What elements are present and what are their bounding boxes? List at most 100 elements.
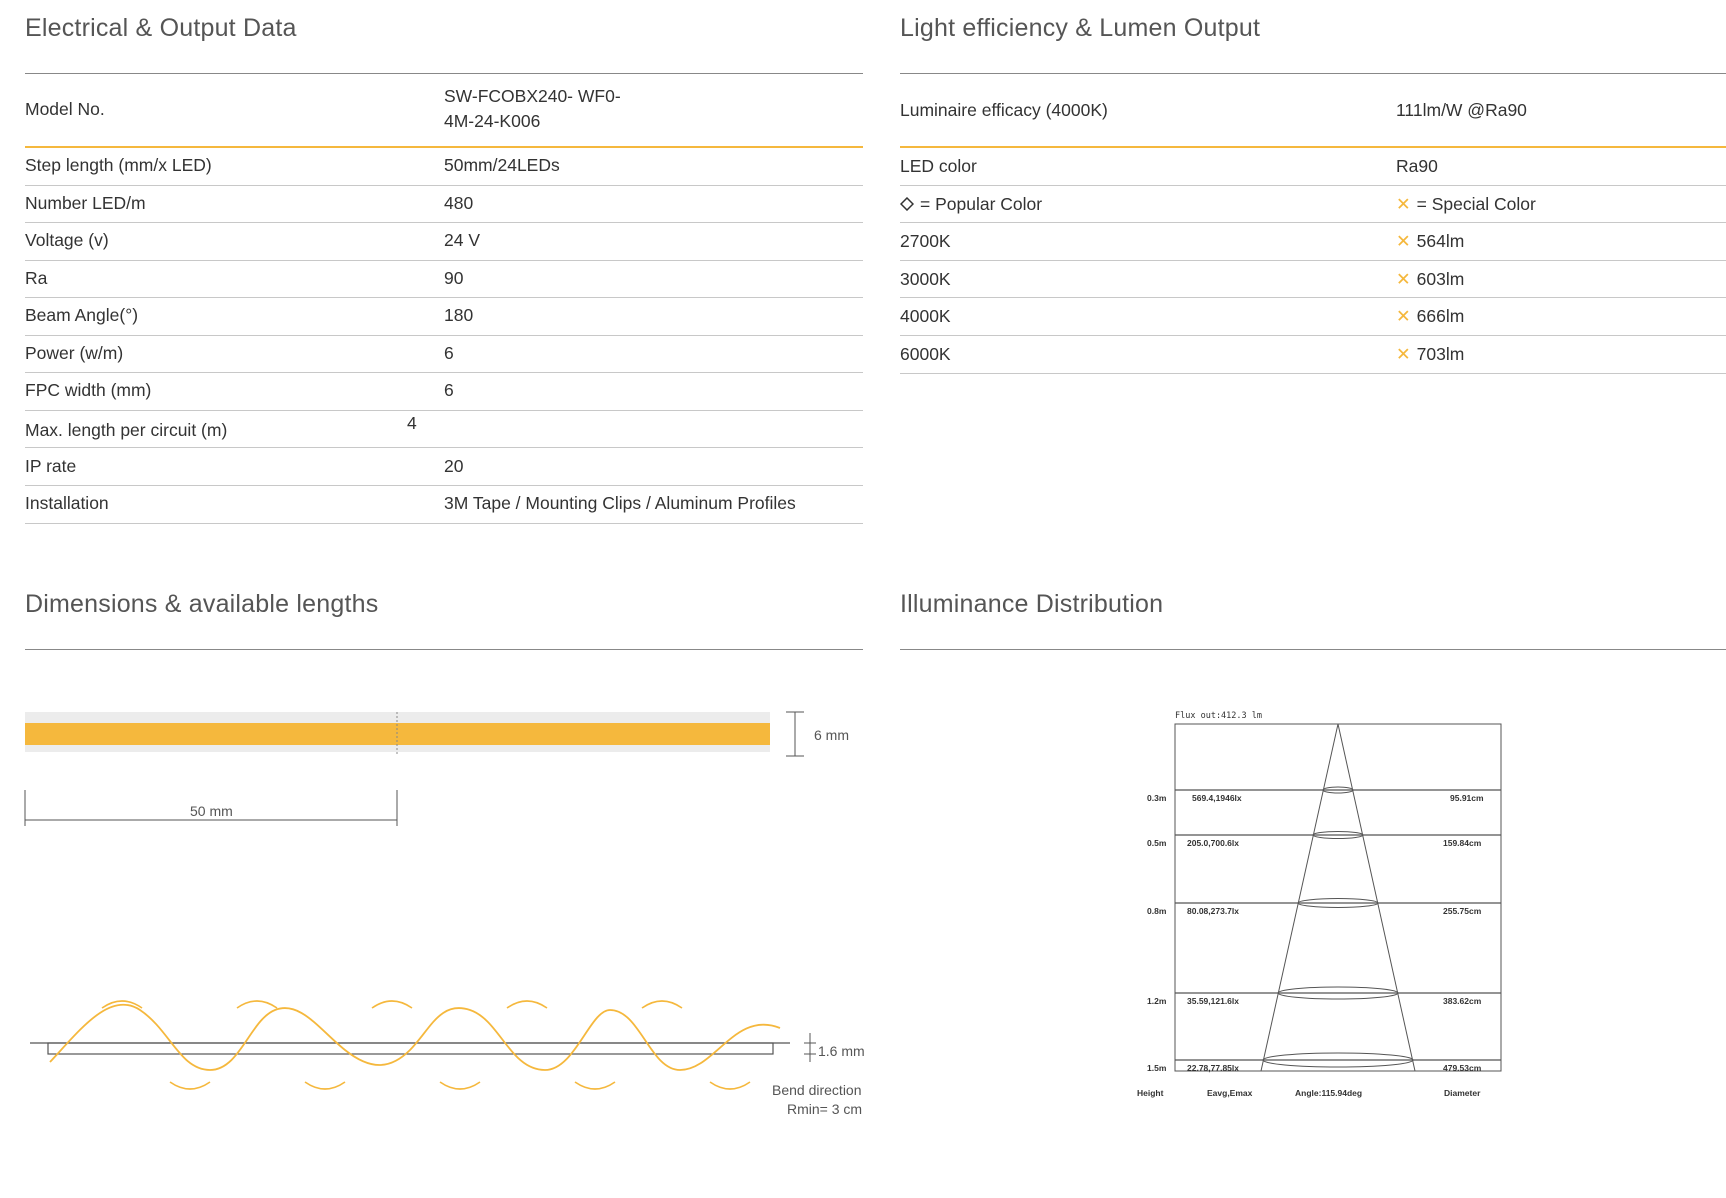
bend-arrow <box>101 1000 143 1009</box>
spec-row-number-led: Number LED/m 480 <box>25 185 863 223</box>
electrical-spec-table: Model No. SW-FCOBX240- WF0-4M-24-K006 St… <box>25 74 863 524</box>
light-value: ✕ 703lm <box>1396 344 1464 365</box>
footer-eavg: Eavg,Emax <box>1207 1088 1253 1098</box>
spec-row-max-length: Max. length per circuit (m) 4 <box>25 410 863 448</box>
special-color-label: = Special Color <box>1416 194 1536 214</box>
spec-label: FPC width (mm) <box>25 380 152 400</box>
spec-value: 20 <box>444 456 464 476</box>
diameter-value: 383.62cm <box>1443 996 1482 1006</box>
electrical-title-rule <box>25 73 863 74</box>
height-label: 0.5m <box>1147 838 1167 848</box>
cross-icon: ✕ <box>1396 269 1411 289</box>
light-row-6000k: 6000K ✕ 703lm <box>900 335 1726 374</box>
rmin-label: Rmin= 3 cm <box>787 1101 862 1117</box>
beam-ellipse <box>1312 831 1364 839</box>
light-row-2700k: 2700K ✕ 564lm <box>900 222 1726 260</box>
bend-arrow <box>641 1000 683 1009</box>
light-label: LED color <box>900 156 977 176</box>
light-value: 111lm/W @Ra90 <box>1396 100 1527 120</box>
width-label: 6 mm <box>814 727 849 743</box>
illuminance-values: 569.4,1946lx <box>1192 793 1242 803</box>
spec-value: 50mm/24LEDs <box>444 155 560 175</box>
light-value: Ra90 <box>1396 156 1438 176</box>
diameter-value: 479.53cm <box>1443 1063 1482 1073</box>
spec-value: 24 V <box>444 230 480 250</box>
illuminance-diagram: Flux out:412.3 lm 0.3m 569.4,1946lx 95.9… <box>1137 711 1502 1098</box>
electrical-section-title: Electrical & Output Data <box>25 14 297 42</box>
bend-arrow <box>304 1081 346 1090</box>
lumen-value: 703lm <box>1416 344 1465 364</box>
height-label: 0.3m <box>1147 793 1167 803</box>
dimensions-title-rule <box>25 649 863 650</box>
beam-ellipse <box>1322 786 1354 794</box>
footer-diameter: Diameter <box>1444 1088 1481 1098</box>
footer-angle: Angle:115.94deg <box>1295 1088 1362 1098</box>
step-label: 50 mm <box>190 803 233 819</box>
cross-icon: ✕ <box>1396 306 1411 326</box>
spec-row-voltage: Voltage (v) 24 V <box>25 222 863 260</box>
diagram-frame <box>1174 723 1502 1072</box>
spec-label: Ra <box>25 268 48 288</box>
diamond-icon <box>899 196 915 212</box>
bend-arrows-bottom <box>169 1081 751 1090</box>
illuminance-labels: 0.3m 569.4,1946lx 95.91cm 0.5m 205.0,700… <box>1147 793 1484 1073</box>
lumen-value: 564lm <box>1416 231 1465 251</box>
spec-value: 90 <box>444 268 464 288</box>
thickness-label: 1.6 mm <box>818 1043 865 1059</box>
cross-icon: ✕ <box>1396 194 1411 214</box>
height-label: 1.5m <box>1147 1063 1167 1073</box>
light-value: ✕ 666lm <box>1396 306 1464 327</box>
light-title-rule <box>900 73 1726 74</box>
bend-arrow <box>709 1081 751 1090</box>
footer-height: Height <box>1137 1088 1164 1098</box>
spec-row-ra: Ra 90 <box>25 260 863 298</box>
spec-row-step-length: Step length (mm/x LED) 50mm/24LEDs <box>25 148 863 185</box>
dimensions-drawing: 6 mm 50 mm 1.6 mm Bend direction Rmin= 3… <box>24 711 865 1117</box>
flux-label: Flux out:412.3 lm <box>1175 711 1262 721</box>
spec-label: Model No. <box>25 99 105 119</box>
spec-value: 4 <box>407 413 417 433</box>
light-row-led-color: LED color Ra90 <box>900 148 1726 185</box>
spec-row-power: Power (w/m) 6 <box>25 335 863 373</box>
spec-label: Voltage (v) <box>25 230 109 250</box>
illuminance-values: 205.0,700.6lx <box>1187 838 1239 848</box>
spec-value: SW-FCOBX240- WF0-4M-24-K006 <box>444 86 621 131</box>
beam-ellipse <box>1297 898 1379 908</box>
light-label: 6000K <box>900 344 951 364</box>
light-row-4000k: 4000K ✕ 666lm <box>900 297 1726 335</box>
light-value: ✕ 564lm <box>1396 231 1464 252</box>
spec-label: Power (w/m) <box>25 343 124 363</box>
spec-label: Installation <box>25 493 109 513</box>
diameter-value: 95.91cm <box>1450 793 1484 803</box>
illuminance-title-rule <box>900 649 1726 650</box>
light-spec-table: Luminaire efficacy (4000K) 111lm/W @Ra90… <box>899 74 1726 374</box>
illuminance-section-title: Illuminance Distribution <box>900 590 1164 618</box>
beam-ellipse <box>1277 986 1399 1000</box>
light-label: Luminaire efficacy (4000K) <box>900 100 1108 120</box>
illuminance-footer: Height Eavg,Emax Angle:115.94deg Diamete… <box>1137 1088 1481 1098</box>
illuminance-values: 35.59,121.6lx <box>1187 996 1239 1006</box>
diameter-value: 255.75cm <box>1443 906 1482 916</box>
illuminance-values: 80.08,273.7lx <box>1187 906 1239 916</box>
lumen-value: 603lm <box>1416 269 1465 289</box>
cone-left-edge <box>1260 723 1339 1072</box>
beam-ellipse <box>1262 1052 1414 1068</box>
bend-arrow <box>439 1081 481 1090</box>
spec-value: 3M Tape / Mounting Clips / Aluminum Prof… <box>444 493 796 513</box>
beam-ellipses <box>1262 786 1414 1068</box>
spec-label: Step length (mm/x LED) <box>25 155 212 175</box>
popular-color-label: = Popular Color <box>920 194 1043 214</box>
light-row-3000k: 3000K ✕ 603lm <box>900 260 1726 298</box>
light-value: ✕ 603lm <box>1396 269 1464 290</box>
cross-icon: ✕ <box>1396 344 1411 364</box>
bend-arrow <box>236 1000 278 1009</box>
spec-label: Beam Angle(°) <box>25 305 139 325</box>
height-label: 0.8m <box>1147 906 1167 916</box>
bend-arrow <box>169 1081 211 1090</box>
spec-row-beam-angle: Beam Angle(°) 180 <box>25 297 863 335</box>
spec-value: 180 <box>444 305 474 325</box>
light-section-title: Light efficiency & Lumen Output <box>900 14 1261 42</box>
cone-right-edge <box>1337 723 1416 1072</box>
light-row-legend: = Popular Color ✕ = Special Color <box>899 185 1726 223</box>
spec-label: Max. length per circuit (m) <box>25 420 228 440</box>
